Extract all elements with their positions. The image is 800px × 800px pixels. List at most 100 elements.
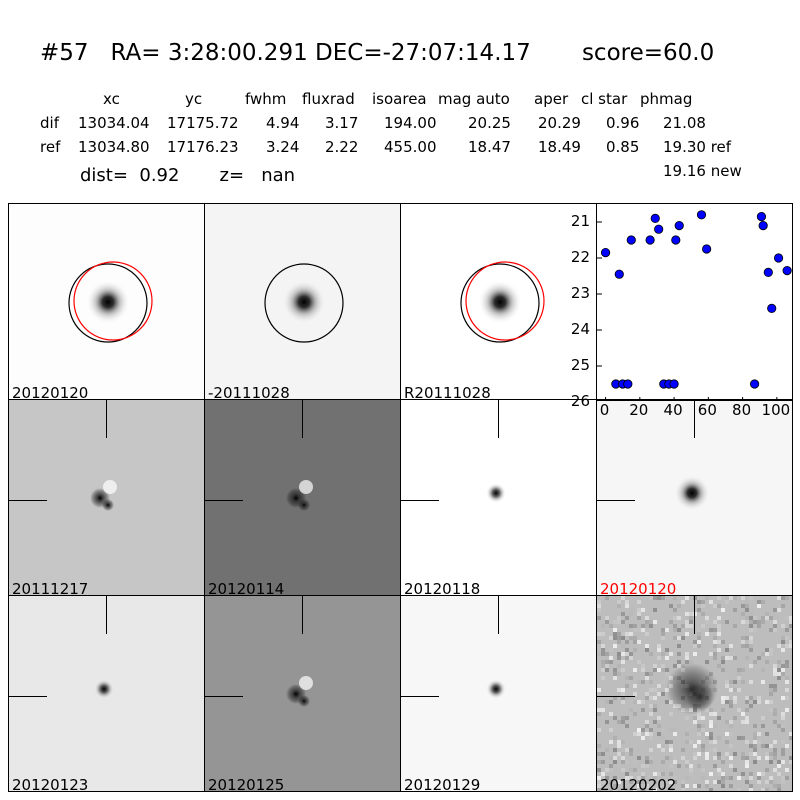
x-tick-label: 100	[761, 401, 791, 419]
data-point	[783, 266, 791, 274]
stamp-panel: 20120123	[8, 595, 205, 792]
col-header: yc	[185, 90, 202, 108]
stamp-panel: 20120120	[8, 203, 205, 400]
crosshair-horizontal	[401, 696, 439, 697]
col-header: xc	[103, 90, 120, 108]
stamp-panel: 20120202	[596, 595, 793, 792]
data-point	[774, 254, 782, 262]
col-header: fwhm	[245, 90, 286, 108]
crosshair-horizontal	[205, 696, 243, 697]
stamp-panel: 20120120	[596, 399, 793, 596]
data-point	[646, 236, 654, 244]
new-phmag: 19.16 new	[663, 162, 742, 180]
data-point	[757, 212, 765, 220]
col-header: aper	[534, 90, 568, 108]
stamp-date-label: 20120114	[208, 580, 284, 596]
data-point	[675, 221, 683, 229]
lightcurve-plot	[597, 204, 793, 401]
data-point	[702, 245, 710, 253]
row-label: ref	[40, 138, 60, 156]
x-tick-label: 20	[624, 401, 654, 419]
stamp-date-label: 20120129	[404, 776, 480, 792]
lightcurve-panel	[596, 203, 793, 401]
col-header: isoarea	[372, 90, 427, 108]
stamp-image	[205, 400, 401, 596]
table-cell: 455.00	[384, 138, 437, 156]
data-point	[615, 270, 623, 278]
stamp-panel: 20120125	[204, 595, 401, 792]
x-tick-label: 80	[727, 401, 757, 419]
stamp-date-label: 20120120	[12, 384, 88, 400]
stamp-date-label: 20120120	[600, 580, 676, 596]
table-cell: 194.00	[384, 114, 437, 132]
row-label: dif	[40, 114, 59, 132]
table-cell: 18.49	[538, 138, 581, 156]
col-header: mag auto	[438, 90, 510, 108]
data-point	[759, 221, 767, 229]
data-point	[601, 248, 609, 256]
y-tick-label: 25	[568, 356, 590, 374]
stamp-panel: 20120129	[400, 595, 597, 792]
crosshair-horizontal	[401, 500, 439, 501]
y-tick-label: 24	[568, 320, 590, 338]
crosshair-horizontal	[9, 696, 47, 697]
table-cell: 13034.80	[78, 138, 150, 156]
stamp-panel: -20111028	[204, 203, 401, 400]
stamp-panel: 20111217	[8, 399, 205, 596]
y-tick-label: 23	[568, 284, 590, 302]
stamp-panel: 20120118	[400, 399, 597, 596]
crosshair-horizontal	[597, 696, 635, 697]
table-cell: 17175.72	[167, 114, 239, 132]
table-cell: 20.25	[468, 114, 511, 132]
table-cell: 4.94	[266, 114, 299, 132]
stamp-panel: 20120114	[204, 399, 401, 596]
table-cell: 20.29	[538, 114, 581, 132]
stamp-date-label: -20111028	[208, 384, 290, 400]
crosshair-vertical	[302, 596, 303, 634]
stamp-image	[9, 400, 205, 596]
y-tick-label: 26	[568, 392, 590, 410]
table-cell: 18.47	[468, 138, 511, 156]
data-point	[697, 211, 705, 219]
table-cell: 21.08	[663, 114, 706, 132]
stamp-image	[205, 596, 401, 792]
table-cell: 2.22	[325, 138, 358, 156]
crosshair-vertical	[694, 596, 695, 634]
stamp-date-label: 20120118	[404, 580, 480, 596]
data-point	[764, 268, 772, 276]
data-point	[670, 380, 678, 388]
table-cell: 19.30 ref	[663, 138, 731, 156]
stamp-date-label: R20111028	[404, 384, 491, 400]
data-point	[654, 225, 662, 233]
stamp-image	[9, 596, 205, 792]
table-cell: 3.17	[325, 114, 358, 132]
stamp-image	[401, 400, 597, 596]
y-tick-label: 21	[568, 212, 590, 230]
crosshair-vertical	[498, 400, 499, 438]
data-point	[651, 214, 659, 222]
crosshair-vertical	[302, 400, 303, 438]
dist-z-label: dist= 0.92 z= nan	[80, 165, 295, 186]
table-cell: 3.24	[266, 138, 299, 156]
table-cell: 17176.23	[167, 138, 239, 156]
stamp-date-label: 20120123	[12, 776, 88, 792]
table-cell: 13034.04	[78, 114, 150, 132]
stamp-image	[401, 596, 597, 792]
stamp-date-label: 20120202	[600, 776, 676, 792]
x-tick-label: 40	[658, 401, 688, 419]
stamp-image	[205, 204, 401, 400]
stamp-image	[9, 204, 205, 400]
data-point	[768, 304, 776, 312]
table-cell: 0.85	[606, 138, 639, 156]
crosshair-vertical	[498, 596, 499, 634]
data-point	[624, 380, 632, 388]
y-tick-label: 22	[568, 248, 590, 266]
stamp-date-label: 20120125	[208, 776, 284, 792]
col-header: cl star	[581, 90, 627, 108]
data-point	[627, 236, 635, 244]
x-tick-label: 0	[590, 401, 620, 419]
crosshair-vertical	[106, 400, 107, 438]
x-tick-label: 60	[692, 401, 722, 419]
col-header: phmag	[640, 90, 692, 108]
table-cell: 0.96	[606, 114, 639, 132]
